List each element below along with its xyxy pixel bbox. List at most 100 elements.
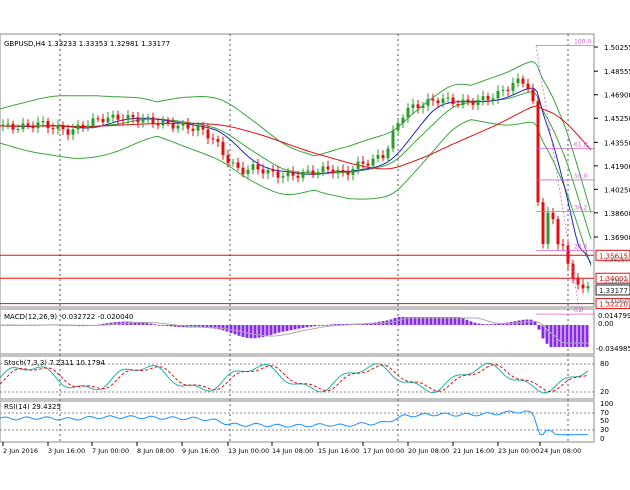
candle-body — [56, 124, 60, 129]
candle-body — [176, 125, 180, 129]
candle-body — [111, 114, 115, 118]
candle-body — [116, 114, 120, 120]
macd-bar — [493, 323, 497, 325]
macd-bar — [585, 325, 589, 347]
candle-body — [276, 171, 280, 178]
macd-bar — [153, 324, 157, 326]
bollinger-lower — [0, 119, 592, 267]
candle-body — [416, 104, 420, 108]
macd-bar — [369, 322, 373, 325]
price-tick-label: 1.50255 — [604, 44, 630, 52]
macd-bar — [341, 323, 345, 325]
macd-bar — [269, 325, 273, 335]
macd-bar — [245, 325, 249, 338]
time-tick-label: 20 Jun 08:00 — [408, 447, 449, 455]
time-tick-label: 13 Jun 00:00 — [228, 447, 269, 455]
macd-bar — [257, 325, 261, 338]
candle-body — [566, 245, 570, 264]
candle-body — [146, 117, 150, 120]
macd-bar — [165, 325, 169, 326]
macd-bar — [321, 325, 325, 326]
candle-body — [166, 120, 170, 123]
bollinger-bands — [0, 61, 592, 267]
candle-body — [536, 101, 540, 203]
candle-body — [106, 117, 110, 123]
price-tick-label-minor: 1.33600 — [604, 278, 629, 285]
price-marker-label: 1.32220 — [599, 301, 628, 309]
macd-bar — [253, 325, 257, 339]
macd-bar — [309, 325, 313, 327]
candle-body — [456, 104, 460, 106]
candle-body — [381, 155, 385, 159]
candle-body — [286, 171, 290, 177]
candle-body — [586, 286, 590, 289]
candle-body — [61, 124, 65, 130]
candle-body — [6, 123, 10, 125]
stoch-signal-line — [0, 363, 589, 392]
candle-body — [356, 161, 360, 169]
candle-body — [141, 119, 145, 123]
candle-body — [431, 99, 435, 101]
rsi-tick-50: 50 — [600, 417, 609, 425]
candle-body — [411, 104, 415, 108]
rsi-tick-100: 100 — [600, 400, 613, 408]
candlesticks — [1, 73, 590, 294]
price-marker-box — [595, 284, 630, 296]
candle-body — [151, 117, 155, 124]
candle-body — [336, 169, 340, 174]
candle-body — [21, 123, 25, 129]
macd-bar — [433, 317, 437, 325]
candle-body — [401, 117, 405, 124]
candle-body — [361, 161, 365, 164]
candle-body — [546, 212, 550, 245]
candle-body — [11, 123, 15, 130]
candle-body — [351, 168, 355, 175]
time-tick-label: 14 Jun 08:00 — [272, 447, 313, 455]
macd-bar — [409, 317, 413, 325]
macd-bar — [213, 325, 217, 329]
candle-body — [496, 90, 500, 99]
macd-signal-line — [0, 317, 588, 344]
time-tick-label: 9 Jun 16:00 — [182, 447, 219, 455]
macd-bar — [209, 325, 213, 329]
candle-body — [136, 117, 140, 123]
macd-bar — [201, 325, 205, 328]
macd-bar — [281, 325, 285, 332]
rsi-tick-70: 70 — [600, 409, 609, 417]
price-tick-label: 1.40250 — [604, 186, 630, 194]
moving-averages — [0, 87, 592, 264]
macd-bar — [241, 325, 245, 337]
macd-bar — [225, 325, 229, 332]
rsi-line — [0, 410, 588, 436]
candle-body — [466, 99, 470, 102]
candle-body — [511, 83, 515, 91]
candle-body — [506, 89, 510, 91]
macd-bar — [529, 319, 533, 325]
candle-body — [556, 219, 560, 245]
rsi-label: RSI(14) 29.4325 — [4, 403, 61, 411]
candle-body — [161, 120, 165, 126]
candle-body — [216, 138, 220, 142]
candle-body — [26, 123, 30, 126]
macd-bar — [197, 325, 201, 328]
candle-body — [206, 129, 210, 139]
macd-bar — [277, 325, 281, 333]
macd-bar — [129, 321, 133, 325]
candle-body — [251, 164, 255, 170]
macd-label: MACD(12,26,9) -0.032722 -0.020040 — [4, 313, 133, 321]
candle-body — [291, 171, 295, 176]
candle-body — [426, 99, 430, 106]
macd-bar — [365, 323, 369, 325]
price-tick-label: 1.41900 — [604, 163, 630, 171]
time-axis: 2 Jun 2016 3 Jun 16:00 7 Jun 00:00 8 Jun 08… — [2, 442, 581, 455]
macd-bar — [489, 324, 493, 325]
time-tick-label: 21 Jun 16:00 — [453, 447, 494, 455]
macd-bar — [289, 325, 293, 331]
vertical-grid — [59, 34, 569, 442]
candle-body — [346, 171, 350, 175]
candle-body — [501, 89, 505, 91]
macd-bar — [265, 325, 269, 337]
macd-bar — [401, 317, 405, 325]
macd-bar — [445, 317, 449, 325]
